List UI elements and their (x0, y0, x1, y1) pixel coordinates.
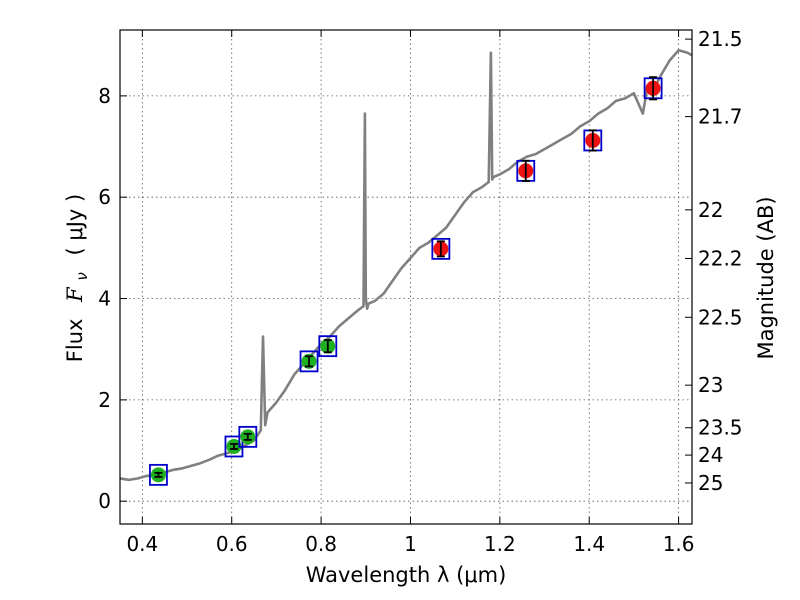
y-axis-label-subscript: ν (73, 272, 91, 280)
optical-point (238, 425, 258, 448)
model-box (318, 335, 338, 358)
y-right-tick-label: 22.2 (698, 247, 743, 271)
plot-background (120, 30, 692, 524)
y-right-tick-label: 21.5 (698, 27, 743, 51)
svg-text:Flux F ν ( μ: Flux F ν ( μJy ) (63, 194, 92, 362)
y-right-tick-label: 23 (698, 373, 723, 397)
y-axis-label-unit: ( μJy ) (63, 194, 87, 256)
y-right-tick-label: 25 (698, 471, 723, 495)
model-box (431, 237, 451, 260)
y-axis-label: Flux F ν ( μJy ) (63, 194, 92, 362)
grid-lines (120, 30, 692, 524)
x-tick-label: 1.6 (663, 532, 695, 556)
near-infrared-point (516, 159, 536, 182)
x-tick-label: 1.2 (484, 532, 516, 556)
model-box (238, 425, 258, 448)
y-tick-label: 8 (98, 84, 111, 108)
right-axis-label: Magnitude (AB) (754, 196, 778, 359)
y-right-tick-label: 22 (698, 198, 723, 222)
y-tick-label: 4 (98, 287, 111, 311)
optical-point (299, 350, 319, 373)
x-tick-label: 0.4 (126, 532, 158, 556)
photometry-points (149, 76, 663, 486)
y-right-tick-label: 22.5 (698, 305, 743, 329)
y-axis-label-symbol: F (63, 286, 87, 303)
y-right-tick-label: 24 (698, 443, 723, 467)
optical-point (318, 335, 338, 358)
y-tick-label: 2 (98, 388, 111, 412)
model-box (149, 463, 168, 486)
y-right-tick-label: 21.7 (698, 105, 743, 129)
x-tick-label: 0.8 (305, 532, 337, 556)
y-right-tick-label: 23.5 (698, 416, 743, 440)
near-infrared-point (643, 76, 663, 101)
x-axis-label: Wavelength λ (μm) (306, 563, 507, 587)
near-infrared-point (583, 129, 603, 152)
x-tick-label: 1 (404, 532, 417, 556)
x-tick-label: 0.6 (216, 532, 248, 556)
plot-frame (119, 29, 693, 525)
x-tick-label: 1.4 (573, 532, 605, 556)
near-infrared-point (431, 237, 451, 260)
optical-point (149, 463, 168, 486)
y-axis-label-prefix: Flux (63, 319, 87, 363)
axis-ticks: 0.4 0.6 0.8 1 1.2 1.4 1.60246821.521.72222.222… (98, 27, 742, 556)
y-tick-label: 6 (98, 185, 111, 209)
optical-point (224, 435, 244, 458)
y-tick-label: 0 (98, 489, 111, 513)
model-box (299, 350, 319, 373)
